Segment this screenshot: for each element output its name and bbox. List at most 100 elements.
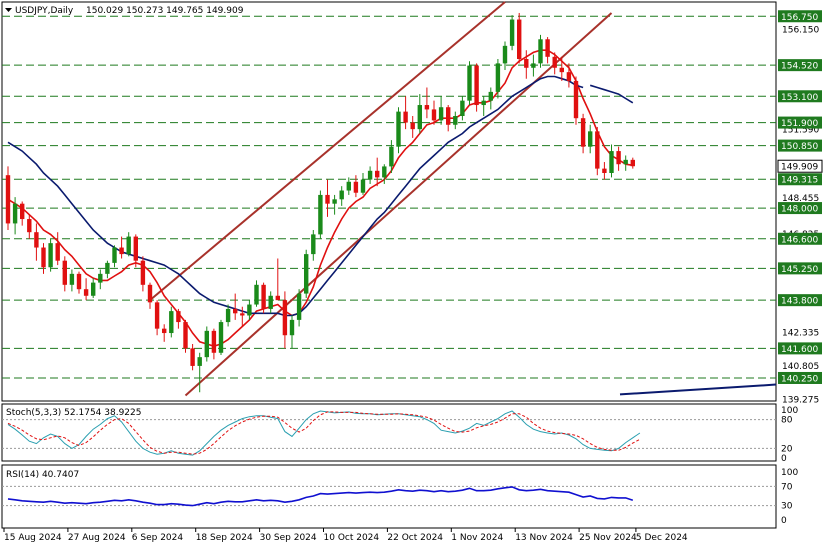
stoch-signal-line — [7, 411, 641, 455]
candle-body — [382, 166, 387, 178]
candle-body — [98, 273, 103, 283]
x-tick-label: 25 Nov 2024 — [579, 533, 637, 543]
level-tag-label: 141.600 — [781, 345, 818, 355]
candle-body — [154, 302, 160, 329]
candle-body — [12, 203, 18, 224]
candle-body — [467, 65, 472, 101]
candle-body — [495, 63, 501, 92]
candle-body — [367, 170, 373, 180]
price-tick-label: 142.335 — [782, 328, 819, 338]
candle-body — [83, 289, 89, 296]
candle-body — [446, 107, 451, 125]
level-tag — [778, 116, 822, 129]
candle-body — [275, 295, 280, 301]
candle-body — [48, 243, 53, 268]
level-tag-label: 148.000 — [781, 205, 818, 215]
candle-body — [552, 56, 557, 68]
candle-body — [268, 295, 273, 309]
candle-body — [424, 105, 430, 110]
moving-average-line — [7, 75, 584, 317]
candle-body — [296, 293, 302, 320]
level-tag — [778, 59, 822, 72]
candle-body — [311, 234, 316, 255]
level-tag — [778, 262, 822, 275]
stoch-title: Stoch(5,3,3) 52.1754 38.9225 — [6, 408, 141, 418]
candle-body — [112, 247, 117, 263]
candle-body — [27, 219, 32, 233]
candle-body — [339, 190, 344, 200]
candle-body — [133, 236, 138, 261]
candle-body — [140, 260, 146, 285]
channel-layer — [149, 1, 777, 397]
rsi-layer: 100 70 30 0 — [2, 468, 798, 526]
level-tag — [778, 139, 822, 152]
x-tick-label: 13 Nov 2024 — [515, 533, 573, 543]
candle-body — [183, 322, 188, 349]
candle-body — [453, 116, 458, 125]
candle-body — [76, 273, 82, 290]
rsi-tick-label: 30 — [781, 502, 793, 512]
candle-body — [353, 181, 359, 193]
candle-body — [261, 284, 266, 309]
candle-body — [602, 168, 607, 173]
candle-body — [417, 105, 422, 130]
candle-body — [517, 19, 522, 60]
candle-body — [502, 45, 508, 64]
level-tag-label: 149.315 — [781, 176, 818, 186]
candle-body — [69, 273, 75, 285]
x-tick-label: 6 Sep 2024 — [132, 533, 184, 543]
level-tag-label: 156.750 — [781, 13, 818, 23]
candle-body — [126, 236, 131, 255]
candle-body — [247, 304, 252, 316]
candle-body — [325, 194, 330, 204]
candle-body — [580, 118, 586, 147]
x-tick-label: 15 Aug 2024 — [4, 533, 62, 543]
rsi-panel-frame — [1, 464, 777, 529]
x-tick-label: 30 Sep 2024 — [260, 533, 317, 543]
candle-body — [240, 313, 245, 316]
candle-body — [5, 175, 11, 224]
levels-layer — [2, 15, 776, 379]
price-tick-label: 151.590 — [782, 125, 819, 135]
level-tag — [778, 294, 822, 307]
level-tag-label: 154.520 — [781, 62, 818, 72]
level-tag — [778, 173, 822, 186]
candle-body — [147, 284, 153, 303]
candle-body — [481, 100, 486, 106]
level-tag — [778, 202, 822, 215]
current-price-label: 149.909 — [781, 163, 818, 173]
level-tag-label: 151.900 — [781, 119, 818, 129]
candle-body — [233, 308, 238, 314]
candle-body — [169, 311, 174, 334]
stoch-tick-label: 0 — [781, 454, 787, 464]
level-tag-label: 146.600 — [781, 235, 818, 245]
candle-body — [105, 262, 110, 274]
symbol-dropdown-icon[interactable] — [5, 8, 12, 12]
price-tick-label: 140.805 — [782, 362, 819, 372]
candle-body — [488, 91, 493, 101]
level-tag-label: 140.250 — [781, 374, 818, 384]
price-axis-layer: 156.150151.590148.455146.825142.335140.8… — [777, 10, 823, 405]
candle-body — [62, 260, 67, 285]
candle-body — [573, 80, 579, 119]
candle-body — [346, 181, 351, 191]
candle-body — [218, 322, 224, 353]
candle-body — [34, 232, 39, 248]
price-tick-label: 139.275 — [782, 395, 819, 405]
rsi-title: RSI(14) 40.7407 — [6, 470, 79, 480]
candle-body — [282, 300, 288, 336]
candle-body — [524, 59, 529, 68]
candle-body — [254, 284, 259, 305]
candle-body — [538, 39, 543, 64]
xaxis-layer: 15 Aug 2024 27 Aug 2024 6 Sep 2024 18 Sep 2… — [3, 528, 688, 543]
candle-body — [176, 311, 181, 323]
level-tag — [778, 232, 822, 245]
candle-body — [410, 122, 415, 130]
candle-body — [396, 111, 401, 147]
candle-body — [375, 170, 380, 178]
candle-body — [389, 146, 394, 167]
x-tick-label: 22 Oct 2024 — [387, 533, 443, 543]
candle-body — [616, 151, 621, 165]
